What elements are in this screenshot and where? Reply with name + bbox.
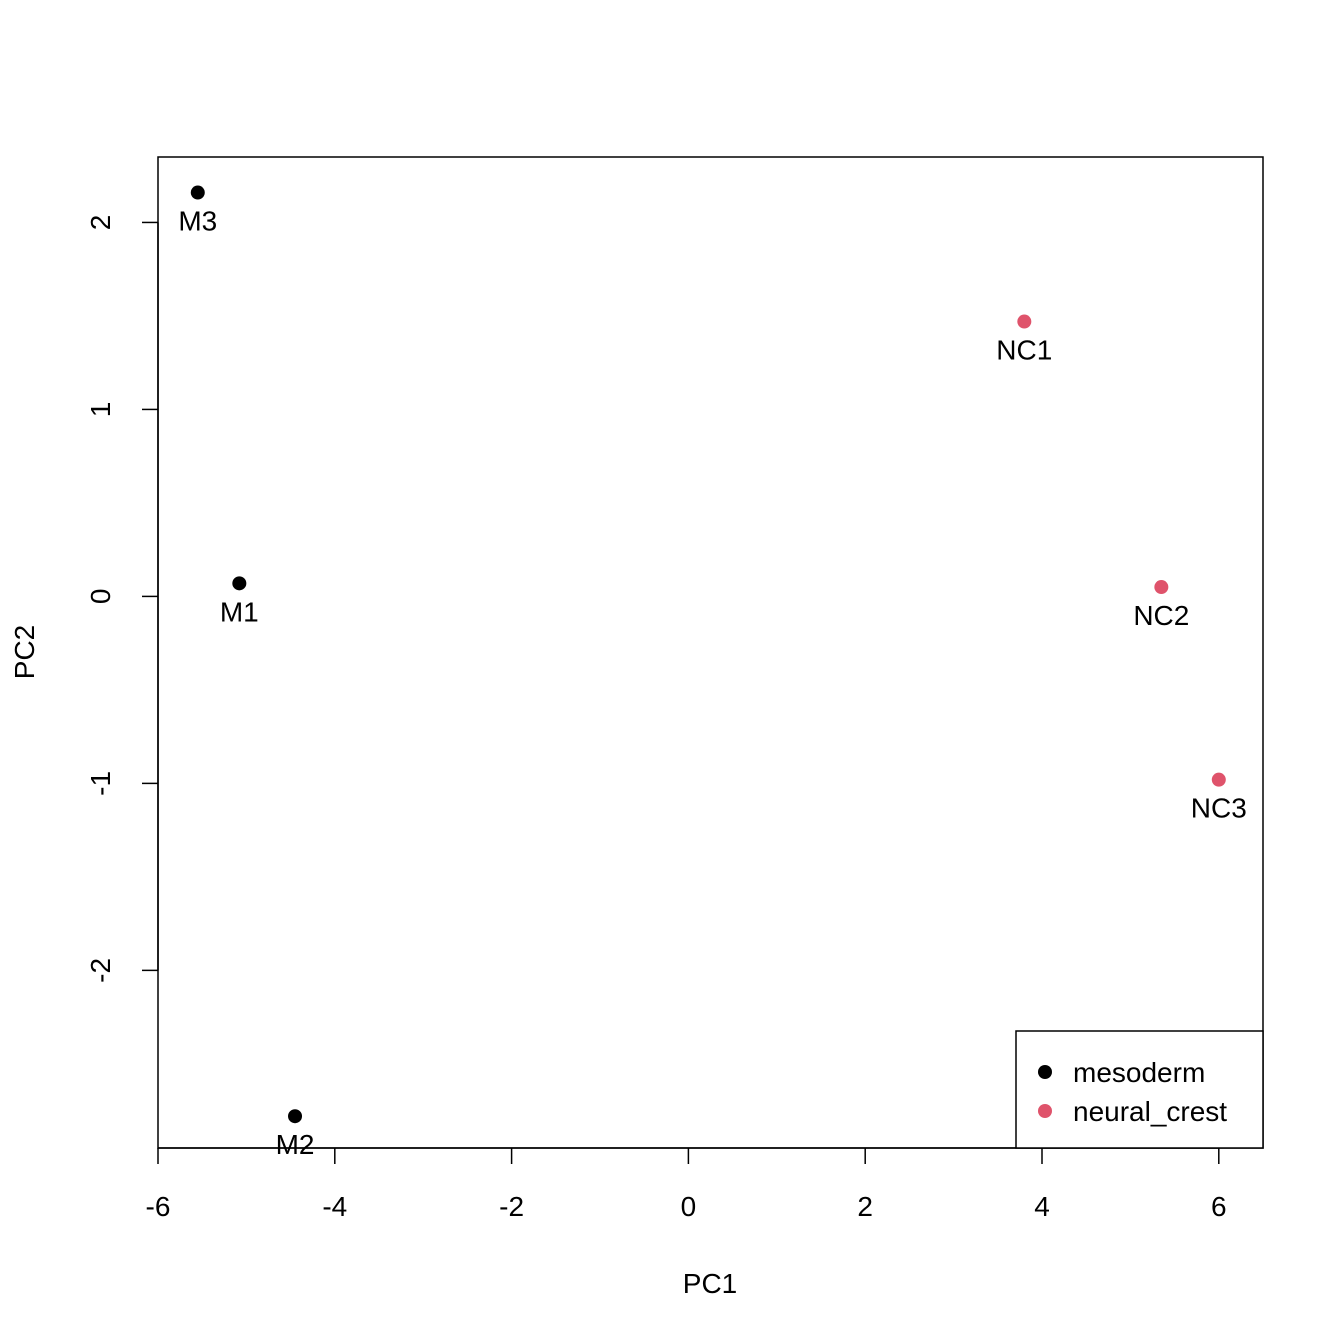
point-label-nc3: NC3: [1191, 793, 1247, 824]
data-point-nc2: [1154, 580, 1169, 595]
x-tick-label: 2: [857, 1191, 873, 1222]
legend: mesoderm neural_crest: [1015, 1030, 1264, 1149]
x-tick-label: -2: [499, 1191, 524, 1222]
y-tick-label: -2: [85, 958, 116, 983]
legend-label-mesoderm: mesoderm: [1073, 1057, 1205, 1088]
y-axis: -2 -1 0 1 2: [85, 215, 159, 983]
plot-frame: [157, 156, 1264, 1149]
data-point-m1: [232, 576, 247, 591]
y-tick-label: -1: [85, 771, 116, 796]
data-point-nc3: [1211, 772, 1226, 787]
x-tick-label: 4: [1034, 1191, 1050, 1222]
point-label-m3: M3: [178, 206, 217, 237]
data-points: M1 M2 M3 NC1 NC2 NC3: [178, 185, 1247, 1160]
y-tick-label: 1: [85, 402, 116, 418]
y-tick-label: 2: [85, 215, 116, 231]
x-tick-label: -6: [146, 1191, 171, 1222]
data-point-m2: [288, 1109, 303, 1124]
legend-box: [1015, 1030, 1264, 1149]
x-tick-label: 6: [1211, 1191, 1227, 1222]
x-tick-label: 0: [681, 1191, 697, 1222]
data-point-m3: [190, 185, 205, 200]
y-tick-label: 0: [85, 589, 116, 605]
x-axis-title: PC1: [683, 1268, 737, 1299]
point-label-nc2: NC2: [1133, 600, 1189, 631]
x-tick-label: -4: [322, 1191, 347, 1222]
legend-label-neural_crest: neural_crest: [1073, 1096, 1227, 1127]
point-label-m1: M1: [220, 596, 259, 627]
point-label-m2: M2: [276, 1129, 315, 1160]
point-label-nc1: NC1: [996, 335, 1052, 366]
legend-marker-neural_crest: [1038, 1104, 1052, 1118]
y-axis-title: PC2: [9, 625, 40, 679]
data-point-nc1: [1017, 314, 1032, 329]
legend-marker-mesoderm: [1038, 1065, 1052, 1079]
